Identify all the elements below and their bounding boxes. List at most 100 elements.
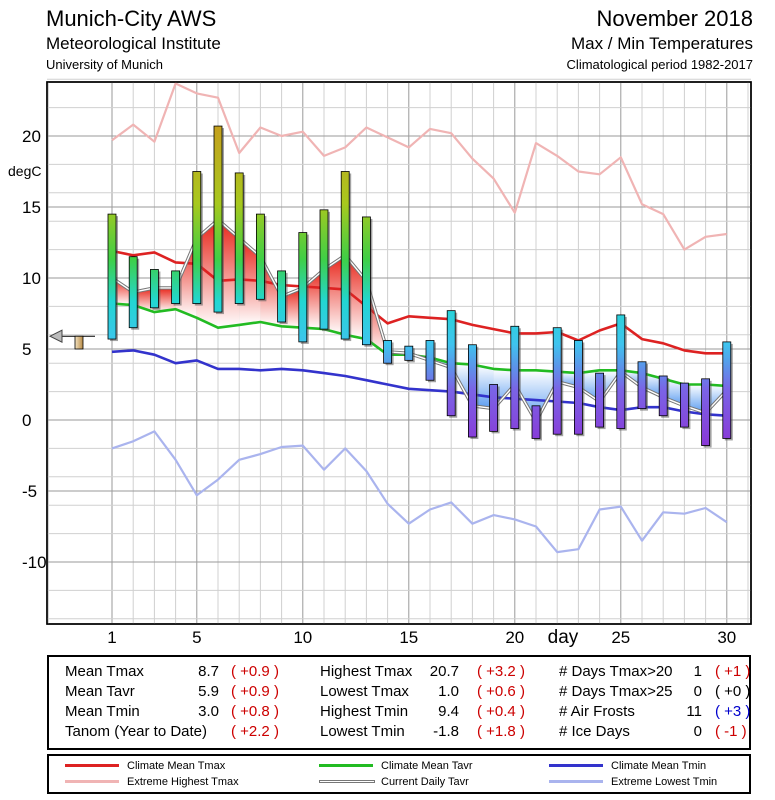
daily-bar [171,270,181,304]
stat-anomaly: ( -1 ) [715,723,747,740]
legend-label: Extreme Highest Tmax [127,776,239,788]
daily-bar [658,375,668,417]
daily-bar [467,344,477,438]
institute-name: Meteorological Institute [46,34,221,53]
stat-value: 1.0 [438,683,459,700]
daily-bar [531,405,541,439]
stat-label: # Air Frosts [559,703,635,720]
legend-swatch [65,764,119,767]
chart-subtitle: Max / Min Temperatures [570,34,753,53]
daily-bar [340,171,350,340]
legend-label: Climate Mean Tmax [127,760,226,772]
daily-bar [574,340,583,435]
daily-bar [213,125,223,313]
stat-label: Lowest Tmin [320,723,405,740]
stat-label: # Days Tmax>20 [559,663,673,680]
stat-value: 1 [693,663,702,680]
stat-label: Highest Tmax [320,663,413,680]
y-tick-label: 15 [22,198,41,217]
x-tick-label: 25 [611,628,630,647]
stat-anomaly: ( +1.8 ) [477,723,525,740]
legend-swatch [549,780,603,783]
tanom-bar [74,335,84,350]
x-tick-label: 20 [505,628,524,647]
stat-anomaly: ( +3 ) [715,703,751,720]
legend-swatch [319,780,375,783]
x-tick-label: 1 [107,628,116,647]
legend: Climate Mean Tmax Extreme Highest Tmax Cli… [47,754,751,794]
daily-bar [595,372,604,428]
stat-value: 9.4 [438,703,459,720]
stat-value: 3.0 [198,703,219,720]
daily-bars [48,125,733,448]
station-title: Munich-City AWS [46,6,217,31]
stat-anomaly: ( +1 ) [715,663,751,680]
daily-bar [255,213,265,300]
daily-bar [510,325,520,429]
stat-anomaly: ( +0 ) [715,683,751,700]
daily-bar [446,310,456,417]
stat-anomaly: ( +0.8 ) [231,703,279,720]
stat-anomaly: ( +2.2 ) [231,723,279,740]
legend-label: Current Daily Tavr [381,776,469,788]
plot-frame [46,81,752,625]
stat-label: # Ice Days [559,723,630,740]
daily-bar [404,345,414,361]
stat-label: Tanom (Year to Date) [65,723,208,740]
x-axis-label: day [548,627,579,648]
legend-label: Climate Mean Tmin [611,760,707,772]
daily-bar [701,378,710,446]
legend-swatch [65,780,119,783]
daily-bar [319,209,329,330]
stat-value: 20.7 [429,663,459,680]
daily-bar [722,341,732,439]
y-tick-label: 20 [22,127,41,146]
legend-label: Climate Mean Tavr [381,760,473,772]
daily-bar [107,213,117,340]
stat-value: 0 [693,723,702,740]
x-tick-label: 30 [717,628,736,647]
daily-bar [425,340,435,381]
daily-bar [489,384,499,432]
stat-label: # Days Tmax>25 [559,683,673,700]
stat-value: 0 [693,683,702,700]
daily-bar [383,340,393,364]
daily-bar [298,232,308,343]
y-tick-label: 10 [22,269,41,288]
daily-bar [149,269,159,309]
stat-value: -1.8 [433,723,459,740]
legend-label: Extreme Lowest Tmin [611,776,718,788]
daily-bar [616,314,626,429]
stat-anomaly: ( +0.9 ) [231,663,279,680]
y-tick-label: 0 [22,411,31,430]
stat-value: 11 [686,703,702,720]
daily-bar [637,361,647,410]
y-tick-label: 5 [22,340,31,359]
tanom-arrow-icon [48,329,63,344]
stat-label: Mean Tavr [65,683,135,700]
legend-swatch [549,764,603,767]
stat-label: Highest Tmin [320,703,409,720]
month-title: November 2018 [596,6,753,31]
y-tick-label: -10 [22,553,47,572]
y-axis-label: degC [8,163,41,179]
daily-bar [234,172,244,304]
series-line-extreme-lowest-tmin [111,430,728,554]
stat-value: 5.9 [198,683,219,700]
legend-swatch [319,764,373,767]
stat-label: Lowest Tmax [320,683,409,700]
stat-anomaly: ( +0.9 ) [231,683,279,700]
x-tick-label: 10 [293,628,312,647]
daily-bar [277,270,287,323]
daily-bar [680,382,689,428]
stat-anomaly: ( +0.6 ) [477,683,525,700]
climatological-period: Climatological period 1982-2017 [566,57,753,72]
x-tick-label: 15 [399,628,418,647]
stat-value: 8.7 [198,663,219,680]
stat-label: Mean Tmax [65,663,144,680]
stat-anomaly: ( +0.4 ) [477,703,525,720]
x-tick-label: 5 [192,628,201,647]
stats-panel: Mean Tmax 8.7 ( +0.9 ) Mean Tavr 5.9 ( +0.9 )… [47,655,751,750]
series-line-extreme-highest-tmax [111,82,727,251]
